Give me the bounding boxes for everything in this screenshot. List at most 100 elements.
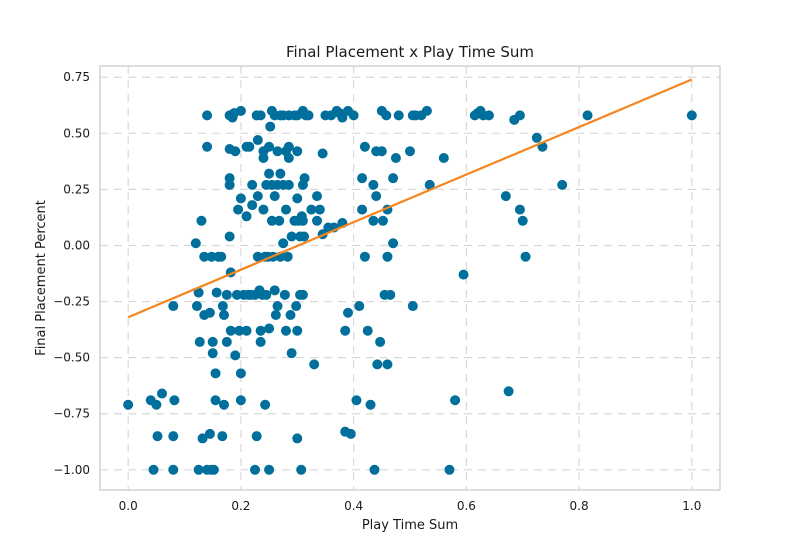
data-point [520, 251, 531, 262]
data-point [207, 348, 218, 359]
x-tick-label: 0.0 [119, 499, 138, 513]
data-point [348, 110, 359, 121]
data-point [283, 141, 294, 152]
data-point [283, 152, 294, 163]
data-point [281, 204, 291, 215]
data-point [210, 368, 221, 379]
data-point [224, 179, 235, 190]
data-point [286, 231, 297, 242]
data-point [211, 287, 222, 298]
data-point [221, 336, 232, 347]
data-point [514, 110, 525, 121]
data-point [264, 141, 275, 152]
data-point [393, 110, 404, 121]
data-point [303, 110, 314, 121]
data-point [207, 336, 218, 347]
data-point [216, 251, 227, 262]
data-point [299, 231, 310, 242]
data-point [382, 359, 393, 370]
data-point [291, 301, 302, 312]
data-point [152, 431, 163, 442]
data-point [292, 193, 303, 204]
data-point [483, 110, 494, 121]
data-point [286, 348, 297, 359]
data-point [340, 325, 351, 336]
data-point [151, 399, 162, 410]
data-point [292, 325, 303, 336]
data-point [202, 110, 213, 121]
data-point [377, 215, 388, 226]
data-point [382, 251, 393, 262]
data-point [421, 105, 432, 116]
data-point [217, 431, 228, 442]
data-point [372, 359, 383, 370]
data-point [260, 399, 271, 410]
data-point [191, 301, 202, 312]
data-point [224, 231, 235, 242]
data-point [368, 215, 379, 226]
data-point [450, 395, 461, 406]
data-point [258, 152, 269, 163]
data-point [390, 152, 401, 163]
data-point [337, 112, 348, 123]
data-point [368, 179, 379, 190]
data-point [686, 110, 697, 121]
data-point [241, 325, 252, 336]
data-point [148, 464, 159, 475]
data-point [388, 173, 399, 184]
data-point [309, 359, 320, 370]
data-point [252, 251, 263, 262]
data-point [235, 368, 246, 379]
data-point [270, 310, 281, 321]
data-point [375, 336, 386, 347]
data-point [557, 179, 568, 190]
data-point [517, 215, 528, 226]
data-point [230, 350, 241, 361]
data-point [281, 325, 291, 336]
data-point [230, 146, 241, 157]
data-point [202, 141, 213, 152]
x-tick-label: 0.4 [344, 499, 363, 513]
plot-frame [99, 65, 721, 491]
data-point [306, 204, 317, 215]
data-point [582, 110, 593, 121]
data-point [438, 152, 449, 163]
data-point [252, 191, 263, 202]
data-point [235, 395, 246, 406]
y-tick-label: −0.25 [53, 295, 90, 309]
data-point [376, 146, 387, 157]
data-point [278, 238, 289, 249]
x-tick-label: 0.6 [457, 499, 476, 513]
data-point [405, 146, 415, 157]
data-point [247, 179, 258, 190]
data-point [264, 323, 275, 334]
data-point [193, 464, 204, 475]
data-point [359, 141, 370, 152]
data-point [241, 211, 252, 222]
data-point [204, 428, 215, 439]
data-point [196, 215, 207, 226]
trend-line [127, 78, 693, 319]
data-point [359, 251, 370, 262]
data-point [221, 289, 232, 300]
data-point [265, 121, 276, 132]
data-point [269, 285, 280, 296]
data-point [279, 289, 290, 300]
data-point [123, 399, 134, 410]
data-point [193, 287, 204, 298]
x-tick-label: 0.2 [231, 499, 250, 513]
data-point [292, 433, 303, 444]
data-point [233, 204, 244, 215]
data-point [244, 141, 255, 152]
data-point [371, 191, 382, 202]
data-point [292, 146, 303, 157]
plot-background [100, 66, 720, 490]
data-point [264, 464, 275, 475]
data-point [168, 464, 179, 475]
data-point [208, 464, 219, 475]
data-point [369, 464, 380, 475]
y-tick-label: −0.50 [53, 351, 90, 365]
data-point [514, 204, 525, 215]
data-point [458, 269, 469, 280]
data-point [282, 251, 293, 262]
